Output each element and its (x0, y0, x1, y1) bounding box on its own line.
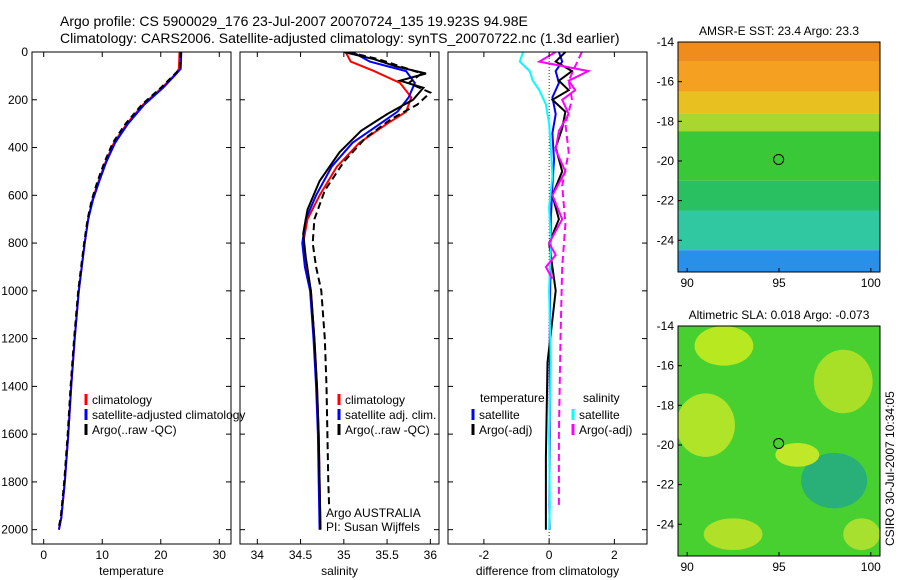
sla_map-xtick-label: 90 (681, 560, 695, 574)
difference-legend-label: Argo(-adj) (479, 423, 532, 437)
temperature-ytick-label: 1400 (1, 379, 28, 393)
sst_map-xtick-label: 90 (681, 276, 695, 290)
temperature-ytick-label: 200 (8, 93, 28, 107)
difference-xlabel: difference from climatology (476, 564, 619, 578)
sla-anomaly-patch (703, 518, 763, 551)
sst_map-xtick-label: 100 (861, 276, 881, 290)
salinity-frame (239, 51, 440, 545)
sst_map-ytick-label: -18 (657, 114, 675, 128)
sla_map-argo-marker (773, 437, 785, 449)
salinity-xlabel: salinity (321, 564, 358, 578)
salinity-legend-label: climatology (345, 393, 405, 407)
sst-color-band (678, 180, 880, 211)
sla-anomaly-patch (694, 326, 754, 366)
temperature-legend-label: satellite-adjusted climatology (92, 408, 245, 422)
sla_map-ytick-label: -18 (657, 398, 675, 412)
figure-side-label: CSIRO 30-Jul-2007 10:34:05 (883, 391, 897, 546)
sst-color-band (678, 250, 880, 272)
salinity-legend-label: Argo(..raw -QC) (345, 423, 430, 437)
sst_map-ytick-label: -22 (657, 194, 675, 208)
temperature-legend-label: climatology (92, 393, 152, 407)
sla-map-panel: 90 95 100 -14 -16 -18 -20 -22 -24 Altimetric SLA:… (657, 308, 881, 574)
difference-legend-header: temperature (480, 391, 545, 405)
sla_map-title: Altimetric SLA: 0.018 Argo: -0.073 (689, 308, 870, 322)
difference-xtick-label: 2 (611, 548, 618, 562)
sst_map-xtick-label: 95 (772, 276, 786, 290)
salinity-xtick-label: 34.5 (289, 548, 313, 562)
figure-title-line2: Climatology: CARS2006. Satellite-adjuste… (60, 30, 620, 46)
sst_map-ytick-label: -24 (657, 233, 675, 247)
temperature-ytick-label: 1200 (1, 332, 28, 346)
sst_map-ytick-label: -16 (657, 75, 675, 89)
sla_map-ytick-label: -16 (657, 359, 675, 373)
sst-color-band (678, 210, 880, 251)
sla_map-ytick-label: -22 (657, 478, 675, 492)
temperature-series-2 (57, 52, 182, 530)
temperature-series-0 (57, 52, 181, 530)
sla_map-ytick-label: -24 (657, 517, 675, 531)
salinity-series-3 (311, 52, 433, 506)
sla-anomaly-patch (843, 518, 880, 551)
sst-color-band (678, 91, 880, 114)
sla-anomaly-patch (813, 349, 873, 414)
sla-anomaly-patch (775, 442, 820, 467)
difference-profile-panel: -2 0 2 difference from climatology temperatu… (447, 51, 648, 578)
salinity-xtick-label: 36 (424, 548, 438, 562)
difference-series-3 (536, 52, 592, 280)
sst_map-ytick-label: -20 (657, 154, 675, 168)
temperature-ytick-label: 2000 (1, 523, 28, 537)
temperature-ytick-label: 0 (21, 45, 28, 59)
difference-series-2 (518, 52, 554, 530)
sst_map-argo-marker (773, 153, 785, 165)
difference-legend-header: salinity (583, 391, 620, 405)
difference-series-4 (557, 52, 583, 506)
salinity-xtick-label: 34 (251, 548, 265, 562)
difference-frame (447, 51, 648, 545)
difference-xtick-label: 0 (546, 548, 553, 562)
temperature-ytick-label: 800 (8, 236, 28, 250)
salinity-xtick-label: 35.5 (375, 548, 399, 562)
salinity-annotation: Argo AUSTRALIA (326, 506, 421, 520)
temperature-xlabel: temperature (99, 564, 164, 578)
figure-title-line1: Argo profile: CS 5900029_176 23-Jul-2007… (60, 13, 528, 29)
temperature-ytick-label: 1800 (1, 475, 28, 489)
salinity-profile-panel: 34 34.5 35 35.5 36 salinity climatologysatelli… (239, 51, 440, 578)
temperature-xtick-label: 30 (213, 548, 227, 562)
sst-color-band (678, 61, 880, 92)
salinity-xtick-label: 35 (337, 548, 351, 562)
temperature-xtick-label: 10 (96, 548, 110, 562)
sla_map-ytick-label: -20 (657, 438, 675, 452)
sla_map-xtick-label: 95 (772, 560, 786, 574)
temperature-ytick-label: 1600 (1, 427, 28, 441)
sst-map-panel: 90 95 100 -14 -16 -18 -20 -22 -24 AMSR-E SST: 23.… (657, 24, 881, 290)
sst_map-ytick-label: -14 (657, 35, 675, 49)
temperature-ytick-label: 1000 (1, 284, 28, 298)
sla_map-ytick-label: -14 (657, 319, 675, 333)
temperature-ytick-label: 600 (8, 188, 28, 202)
difference-xtick-label: -2 (479, 548, 490, 562)
salinity-legend-label: satellite adj. clim. (345, 408, 436, 422)
temperature-legend-label: Argo(..raw -QC) (92, 423, 177, 437)
temperature-profile-panel: 0 10 20 30 0 200 400 600 800 1000 1200 1400 1600 1800… (1, 45, 245, 578)
sla_map-xtick-label: 100 (861, 560, 881, 574)
difference-legend-label: Argo(-adj) (579, 423, 632, 437)
temperature-xtick-label: 20 (154, 548, 168, 562)
sst_map-title: AMSR-E SST: 23.4 Argo: 23.3 (699, 24, 859, 38)
temperature-frame (31, 51, 232, 545)
salinity-annotation: PI: Susan Wijffels (326, 520, 420, 534)
sla-anomaly-patch (678, 393, 735, 457)
difference-legend-label: satellite (579, 408, 620, 422)
difference-legend-label: satellite (479, 408, 520, 422)
sst-color-band (678, 113, 880, 132)
sla-anomaly-patch (801, 452, 868, 509)
sst-color-band (678, 131, 880, 181)
temperature-ytick-label: 400 (8, 141, 28, 155)
sst-color-band (678, 42, 880, 62)
temperature-xtick-label: 0 (40, 548, 47, 562)
